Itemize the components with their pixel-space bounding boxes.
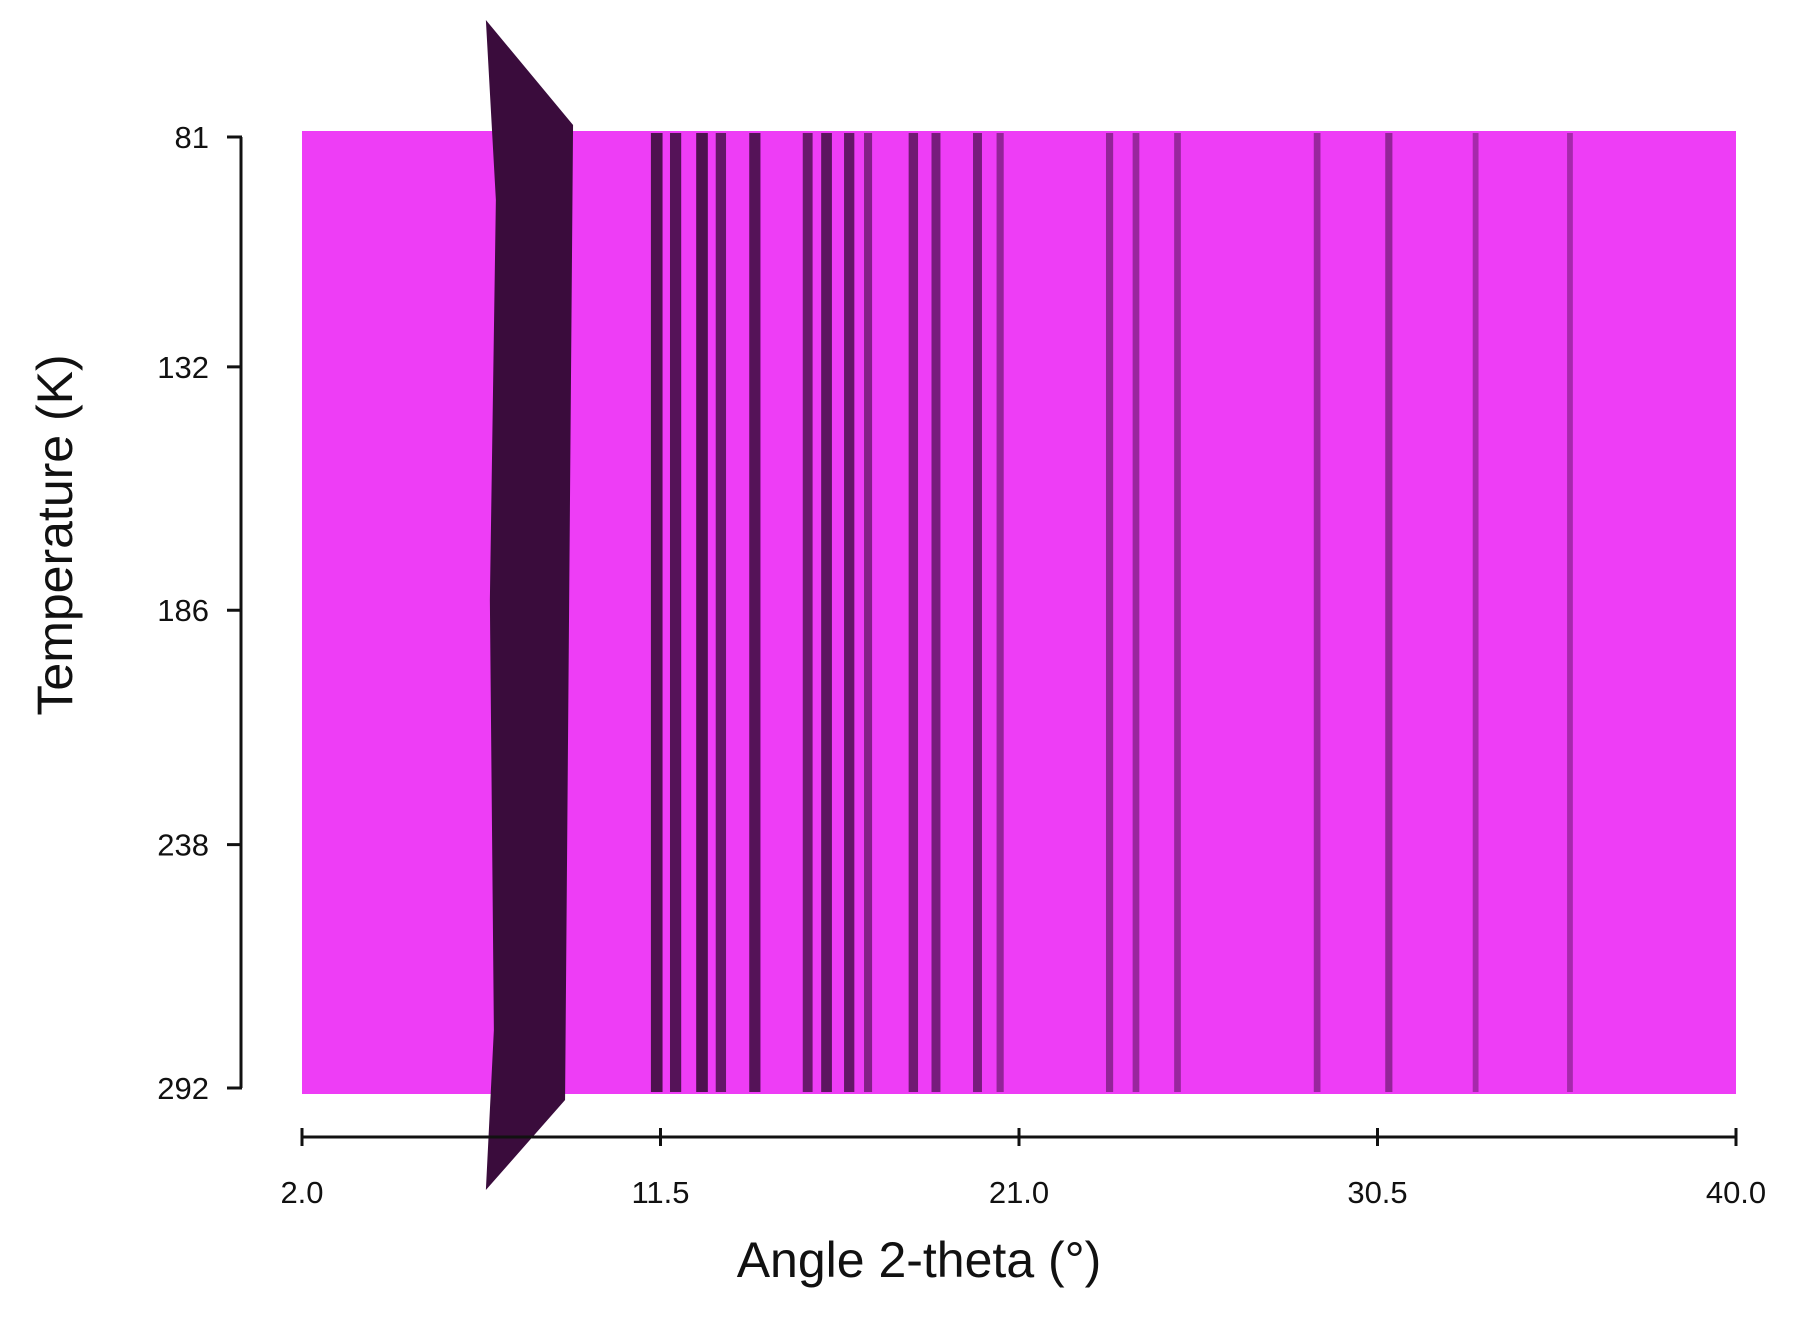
plot-area: [302, 20, 1736, 1190]
x-tick-label: 30.5: [1347, 1175, 1407, 1210]
x-tick-label: 40.0: [1706, 1175, 1766, 1210]
peak-band: [696, 133, 708, 1092]
peak-band: [650, 133, 663, 1092]
y-tick-label: 81: [175, 120, 209, 155]
x-tick-label: 11.5: [631, 1175, 689, 1210]
x-tick-label: 2.0: [280, 1175, 323, 1210]
peak-band: [749, 133, 761, 1092]
peak-band: [864, 133, 873, 1092]
peak-band: [1385, 133, 1393, 1092]
peak-band: [908, 133, 919, 1092]
peak-band: [821, 133, 832, 1092]
peak-band: [802, 133, 813, 1092]
peak-band: [1174, 133, 1181, 1092]
x-axis: 2.0 11.5 21.0 30.5 40.0: [280, 1128, 1766, 1210]
y-tick-label: 132: [157, 350, 209, 385]
peak-band: [1105, 133, 1114, 1092]
y-tick-label: 238: [157, 828, 209, 863]
peak-band: [844, 133, 855, 1092]
peak-band: [1472, 133, 1479, 1092]
peak-band: [1132, 133, 1140, 1092]
y-axis: 81 132 186 238 292: [157, 120, 243, 1106]
peak-band: [973, 133, 982, 1092]
x-axis-title: Angle 2-theta (°): [737, 1232, 1102, 1288]
peak-band: [931, 133, 941, 1092]
peak-band: [715, 133, 727, 1092]
peak-band: [669, 133, 682, 1092]
peak-band: [1567, 133, 1573, 1092]
peak-band: [996, 133, 1004, 1092]
peak-slab: [485, 20, 574, 1190]
y-tick-label: 292: [157, 1071, 209, 1106]
y-tick-label: 186: [157, 593, 209, 628]
y-axis-title: Temperature (K): [27, 354, 83, 715]
x-tick-label: 21.0: [989, 1175, 1049, 1210]
peak-band: [1313, 133, 1321, 1092]
